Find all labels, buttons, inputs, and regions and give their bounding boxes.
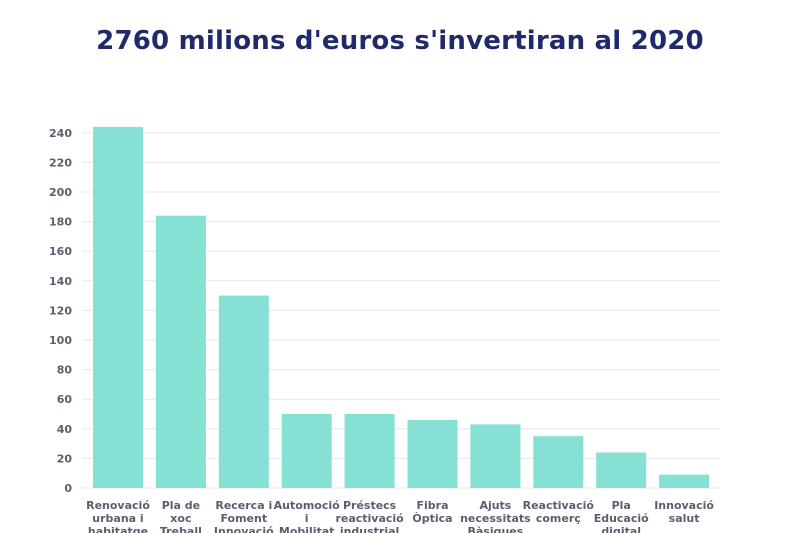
y-tick-label: 0: [64, 482, 72, 495]
x-tick-label: Fibra Òptica: [412, 499, 452, 525]
chart-title: 2760 milions d'euros s'invertiran al 202…: [96, 26, 704, 56]
x-tick-label: Ajuts necessitats Bàsiques: [460, 499, 531, 533]
y-tick-label: 200: [49, 186, 72, 199]
bar: [407, 419, 458, 488]
y-tick-label: 80: [57, 364, 73, 377]
y-tick-label: 240: [49, 127, 72, 140]
bar: [344, 414, 395, 488]
x-tick-label: Pla Educació digital: [594, 499, 649, 533]
y-tick-label: 20: [57, 452, 73, 465]
y-tick-label: 60: [57, 393, 73, 406]
y-tick-label: 100: [49, 334, 72, 347]
x-tick-label: Renovació urbana i habitatge: [86, 499, 150, 533]
bar: [533, 436, 584, 488]
bar: [218, 295, 269, 488]
x-tick-label: Automoció i Mobilitat: [274, 499, 340, 533]
x-axis-labels: Renovació urbana i habitatge Pla de xoc Treba…: [86, 499, 714, 533]
x-tick-label: Innovació salut: [654, 499, 714, 525]
bar: [155, 215, 206, 488]
y-tick-label: 140: [49, 275, 72, 288]
x-tick-label: Préstecs reactivació industrial: [335, 499, 404, 533]
y-tick-label: 180: [49, 216, 72, 229]
x-tick-label: Recerca i Foment Innovació: [214, 499, 274, 533]
bar: [93, 126, 143, 488]
bar: [596, 452, 647, 488]
bar: [281, 414, 332, 488]
y-tick-label: 160: [49, 245, 72, 258]
x-tick-label: Reactivació comerç: [523, 499, 595, 525]
x-tick-label: Pla de xoc Treball: [160, 499, 202, 533]
y-tick-label: 40: [57, 423, 73, 436]
bar: [659, 474, 710, 488]
bars: [93, 126, 710, 488]
y-tick-label: 220: [49, 156, 72, 169]
y-axis-ticks: 0 20 40 60 80 100 120 140 160 180 200 220 240: [49, 127, 72, 495]
y-tick-label: 120: [49, 304, 72, 317]
bar: [470, 424, 521, 488]
